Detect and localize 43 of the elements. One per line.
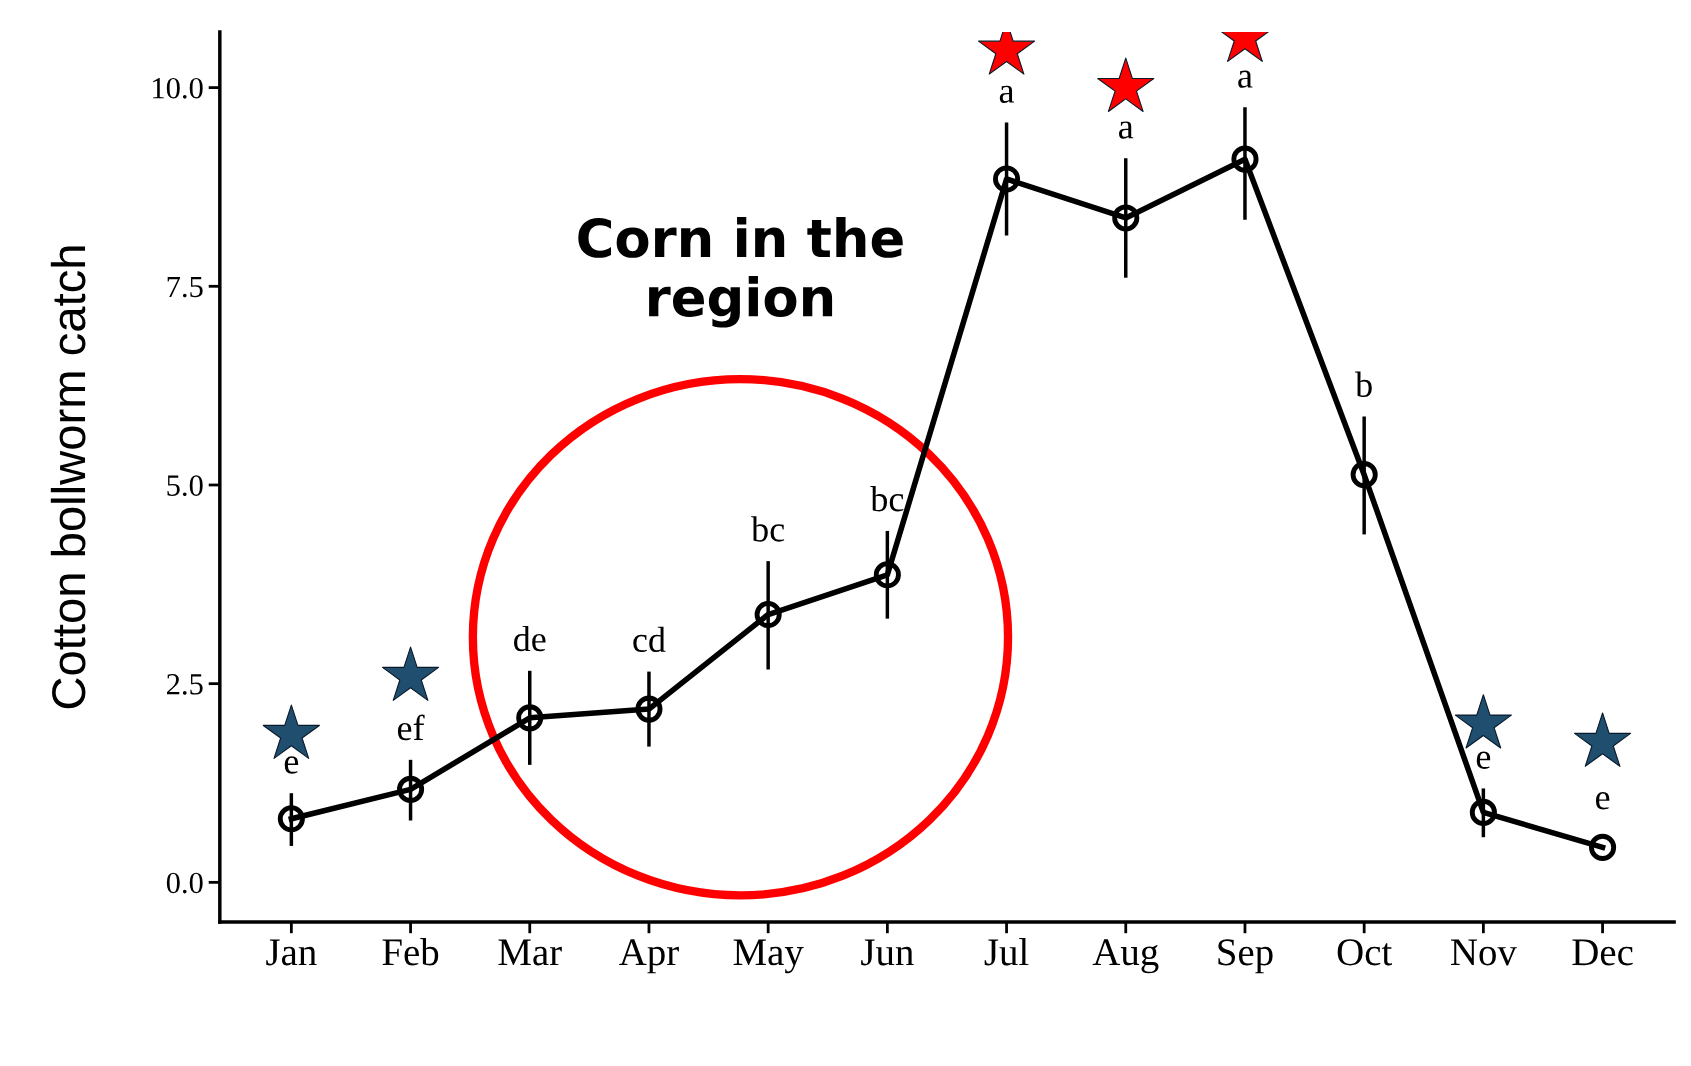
x-tick-label: Feb xyxy=(382,938,439,966)
x-tick-label: Dec xyxy=(1572,939,1633,966)
annotation: bc xyxy=(870,486,904,512)
annotation: bc xyxy=(751,516,785,542)
annotation: e xyxy=(1476,751,1491,769)
x-tick-label: Jun xyxy=(861,939,914,966)
point xyxy=(993,165,1021,193)
annotation: de xyxy=(514,625,546,652)
point xyxy=(754,600,782,629)
annotation: a xyxy=(1238,70,1253,88)
y-tick-label: 0.0 xyxy=(166,872,203,894)
annotation: cd xyxy=(633,626,666,653)
annotation: b xyxy=(1355,371,1372,397)
x-tick-label: Jan xyxy=(266,939,317,966)
annotation: Corn in the region xyxy=(578,217,903,328)
point xyxy=(873,561,901,589)
y-axis-title: Cotton bollworm catch xyxy=(50,246,86,709)
point xyxy=(635,695,663,723)
y-tick-label: 7.5 xyxy=(167,276,203,298)
point xyxy=(1469,798,1497,826)
point xyxy=(1112,204,1140,232)
y-tick-label: 2.5 xyxy=(167,674,203,695)
annotation: a xyxy=(999,85,1015,103)
point xyxy=(1350,461,1378,489)
annotation: a xyxy=(1119,121,1134,139)
annotation: ef xyxy=(397,714,425,741)
x-tick-label: Sep xyxy=(1218,939,1273,974)
annotation: e xyxy=(284,756,299,774)
x-tick-label: Jul xyxy=(984,938,1029,966)
point xyxy=(397,775,425,803)
x-tick-label: May xyxy=(733,939,804,974)
point xyxy=(277,805,305,833)
x-tick-label: Apr xyxy=(619,939,679,974)
annotation: e xyxy=(1595,792,1610,810)
x-tick-label: Aug xyxy=(1092,939,1159,974)
point xyxy=(516,704,544,732)
point xyxy=(1231,145,1259,173)
x-tick-label: Oct xyxy=(1337,939,1393,966)
point xyxy=(1589,833,1617,861)
y-tick-label: 10.0 xyxy=(153,77,203,99)
x-tick-label: Nov xyxy=(1451,939,1517,966)
x-tick-label: Mar xyxy=(498,939,562,966)
y-tick-label: 5.0 xyxy=(167,475,203,497)
